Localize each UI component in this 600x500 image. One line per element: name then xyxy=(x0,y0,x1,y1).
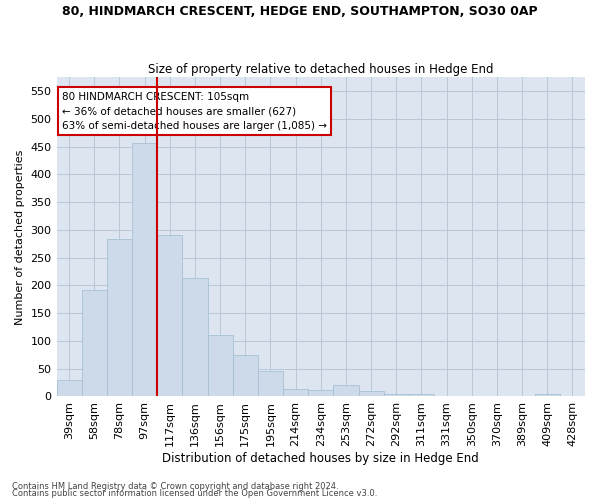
Text: 80 HINDMARCH CRESCENT: 105sqm
← 36% of detached houses are smaller (627)
63% of : 80 HINDMARCH CRESCENT: 105sqm ← 36% of d… xyxy=(62,92,327,131)
Text: Contains HM Land Registry data © Crown copyright and database right 2024.: Contains HM Land Registry data © Crown c… xyxy=(12,482,338,491)
Bar xyxy=(107,239,132,396)
Bar xyxy=(182,278,208,396)
Bar xyxy=(82,290,107,397)
Bar xyxy=(56,380,82,396)
Bar xyxy=(409,394,434,396)
Text: Contains public sector information licensed under the Open Government Licence v3: Contains public sector information licen… xyxy=(12,490,377,498)
Bar xyxy=(334,385,359,396)
Bar xyxy=(258,371,283,396)
Bar xyxy=(308,390,334,396)
Title: Size of property relative to detached houses in Hedge End: Size of property relative to detached ho… xyxy=(148,63,494,76)
X-axis label: Distribution of detached houses by size in Hedge End: Distribution of detached houses by size … xyxy=(163,452,479,465)
Bar xyxy=(157,235,182,396)
Bar xyxy=(208,336,233,396)
Bar xyxy=(359,391,383,396)
Text: 80, HINDMARCH CRESCENT, HEDGE END, SOUTHAMPTON, SO30 0AP: 80, HINDMARCH CRESCENT, HEDGE END, SOUTH… xyxy=(62,5,538,18)
Bar xyxy=(383,394,409,396)
Bar xyxy=(233,355,258,397)
Bar xyxy=(132,142,157,396)
Y-axis label: Number of detached properties: Number of detached properties xyxy=(15,149,25,324)
Bar xyxy=(283,389,308,396)
Bar xyxy=(535,394,560,396)
